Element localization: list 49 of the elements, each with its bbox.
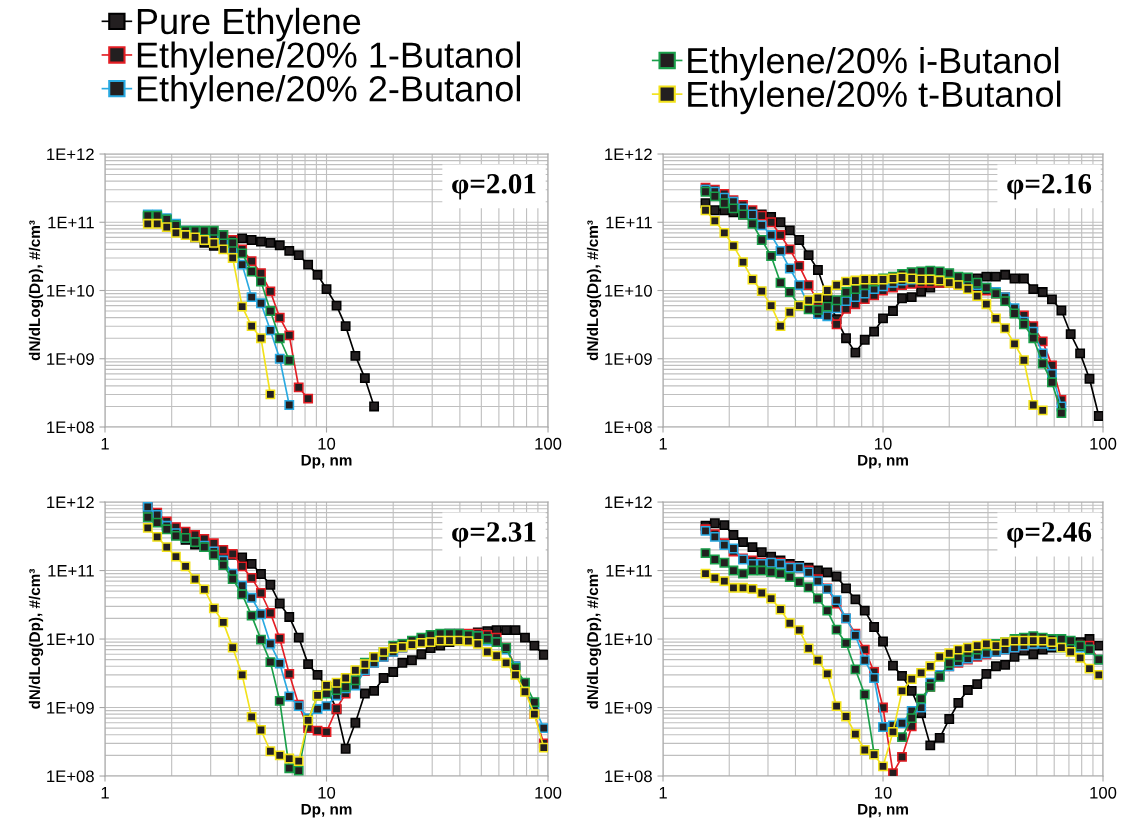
y-tick-label: 1E+11 bbox=[48, 565, 94, 577]
y-tick-label: 1E+12 bbox=[47, 148, 94, 161]
x-tick-label: 10 bbox=[875, 786, 892, 799]
y-tick-label: 1E+11 bbox=[48, 216, 94, 229]
y-tick-label: 1E+10 bbox=[47, 284, 94, 297]
legend-label: Ethylene/20% t-Butanol bbox=[688, 80, 1061, 115]
y-tick-label: 1E+08 bbox=[605, 770, 652, 783]
y-tick-label: 1E+11 bbox=[606, 216, 652, 229]
y-axis-title: dN/dLog(Dp), #/cm³ bbox=[28, 568, 44, 709]
x-tick-label: 10 bbox=[318, 437, 336, 450]
y-tick-label: 1E+12 bbox=[605, 496, 652, 509]
x-tick-label: 100 bbox=[1090, 437, 1117, 450]
x-axis-title: Dp, nm bbox=[858, 454, 908, 469]
annotation: φ=2.16 bbox=[1007, 174, 1092, 200]
y-axis-title: dN/dLog(Dp), #/cm³ bbox=[28, 220, 44, 361]
y-axis-title: dN/dLog(Dp), #/cm³ bbox=[586, 568, 602, 709]
legend-label: Ethylene/20% 1-Butanol bbox=[137, 41, 520, 76]
x-tick-label: 1 bbox=[659, 438, 667, 450]
x-axis-title: Dp, nm bbox=[301, 454, 352, 469]
legend-label: Pure Ethylene bbox=[137, 7, 361, 42]
legend-label: Ethylene/20% 2-Butanol bbox=[137, 75, 520, 109]
y-tick-label: 1E+08 bbox=[605, 421, 652, 434]
y-tick-label: 1E+11 bbox=[606, 565, 652, 577]
legend-label: Ethylene/20% i-Butanol bbox=[688, 46, 1059, 81]
annotation: φ=2.01 bbox=[452, 173, 536, 200]
y-tick-label: 1E+09 bbox=[47, 701, 94, 714]
y-tick-label: 1E+10 bbox=[47, 633, 94, 646]
x-tick-label: 1 bbox=[101, 438, 109, 450]
annotation: φ=2.31 bbox=[452, 522, 536, 548]
y-tick-label: 1E+12 bbox=[605, 148, 652, 161]
x-tick-label: 100 bbox=[535, 786, 562, 799]
x-tick-label: 100 bbox=[535, 437, 562, 450]
y-tick-label: 1E+12 bbox=[47, 496, 94, 509]
y-axis-title: dN/dLog(Dp), #/cm³ bbox=[586, 220, 602, 361]
x-axis-title: Dp, nm bbox=[858, 803, 908, 818]
y-tick-label: 1E+10 bbox=[605, 284, 652, 297]
y-tick-label: 1E+08 bbox=[47, 421, 94, 434]
x-tick-label: 1 bbox=[101, 787, 109, 799]
y-tick-label: 1E+09 bbox=[47, 353, 94, 365]
y-tick-label: 1E+08 bbox=[47, 770, 94, 783]
annotation: φ=2.46 bbox=[1007, 522, 1092, 548]
x-axis-title: Dp, nm bbox=[301, 803, 352, 818]
y-tick-label: 1E+10 bbox=[605, 633, 652, 646]
y-tick-label: 1E+09 bbox=[605, 701, 652, 714]
y-tick-label: 1E+09 bbox=[605, 353, 652, 365]
x-tick-label: 100 bbox=[1090, 786, 1117, 799]
x-tick-label: 10 bbox=[318, 786, 336, 799]
x-tick-label: 10 bbox=[875, 437, 892, 450]
x-tick-label: 1 bbox=[659, 787, 667, 799]
